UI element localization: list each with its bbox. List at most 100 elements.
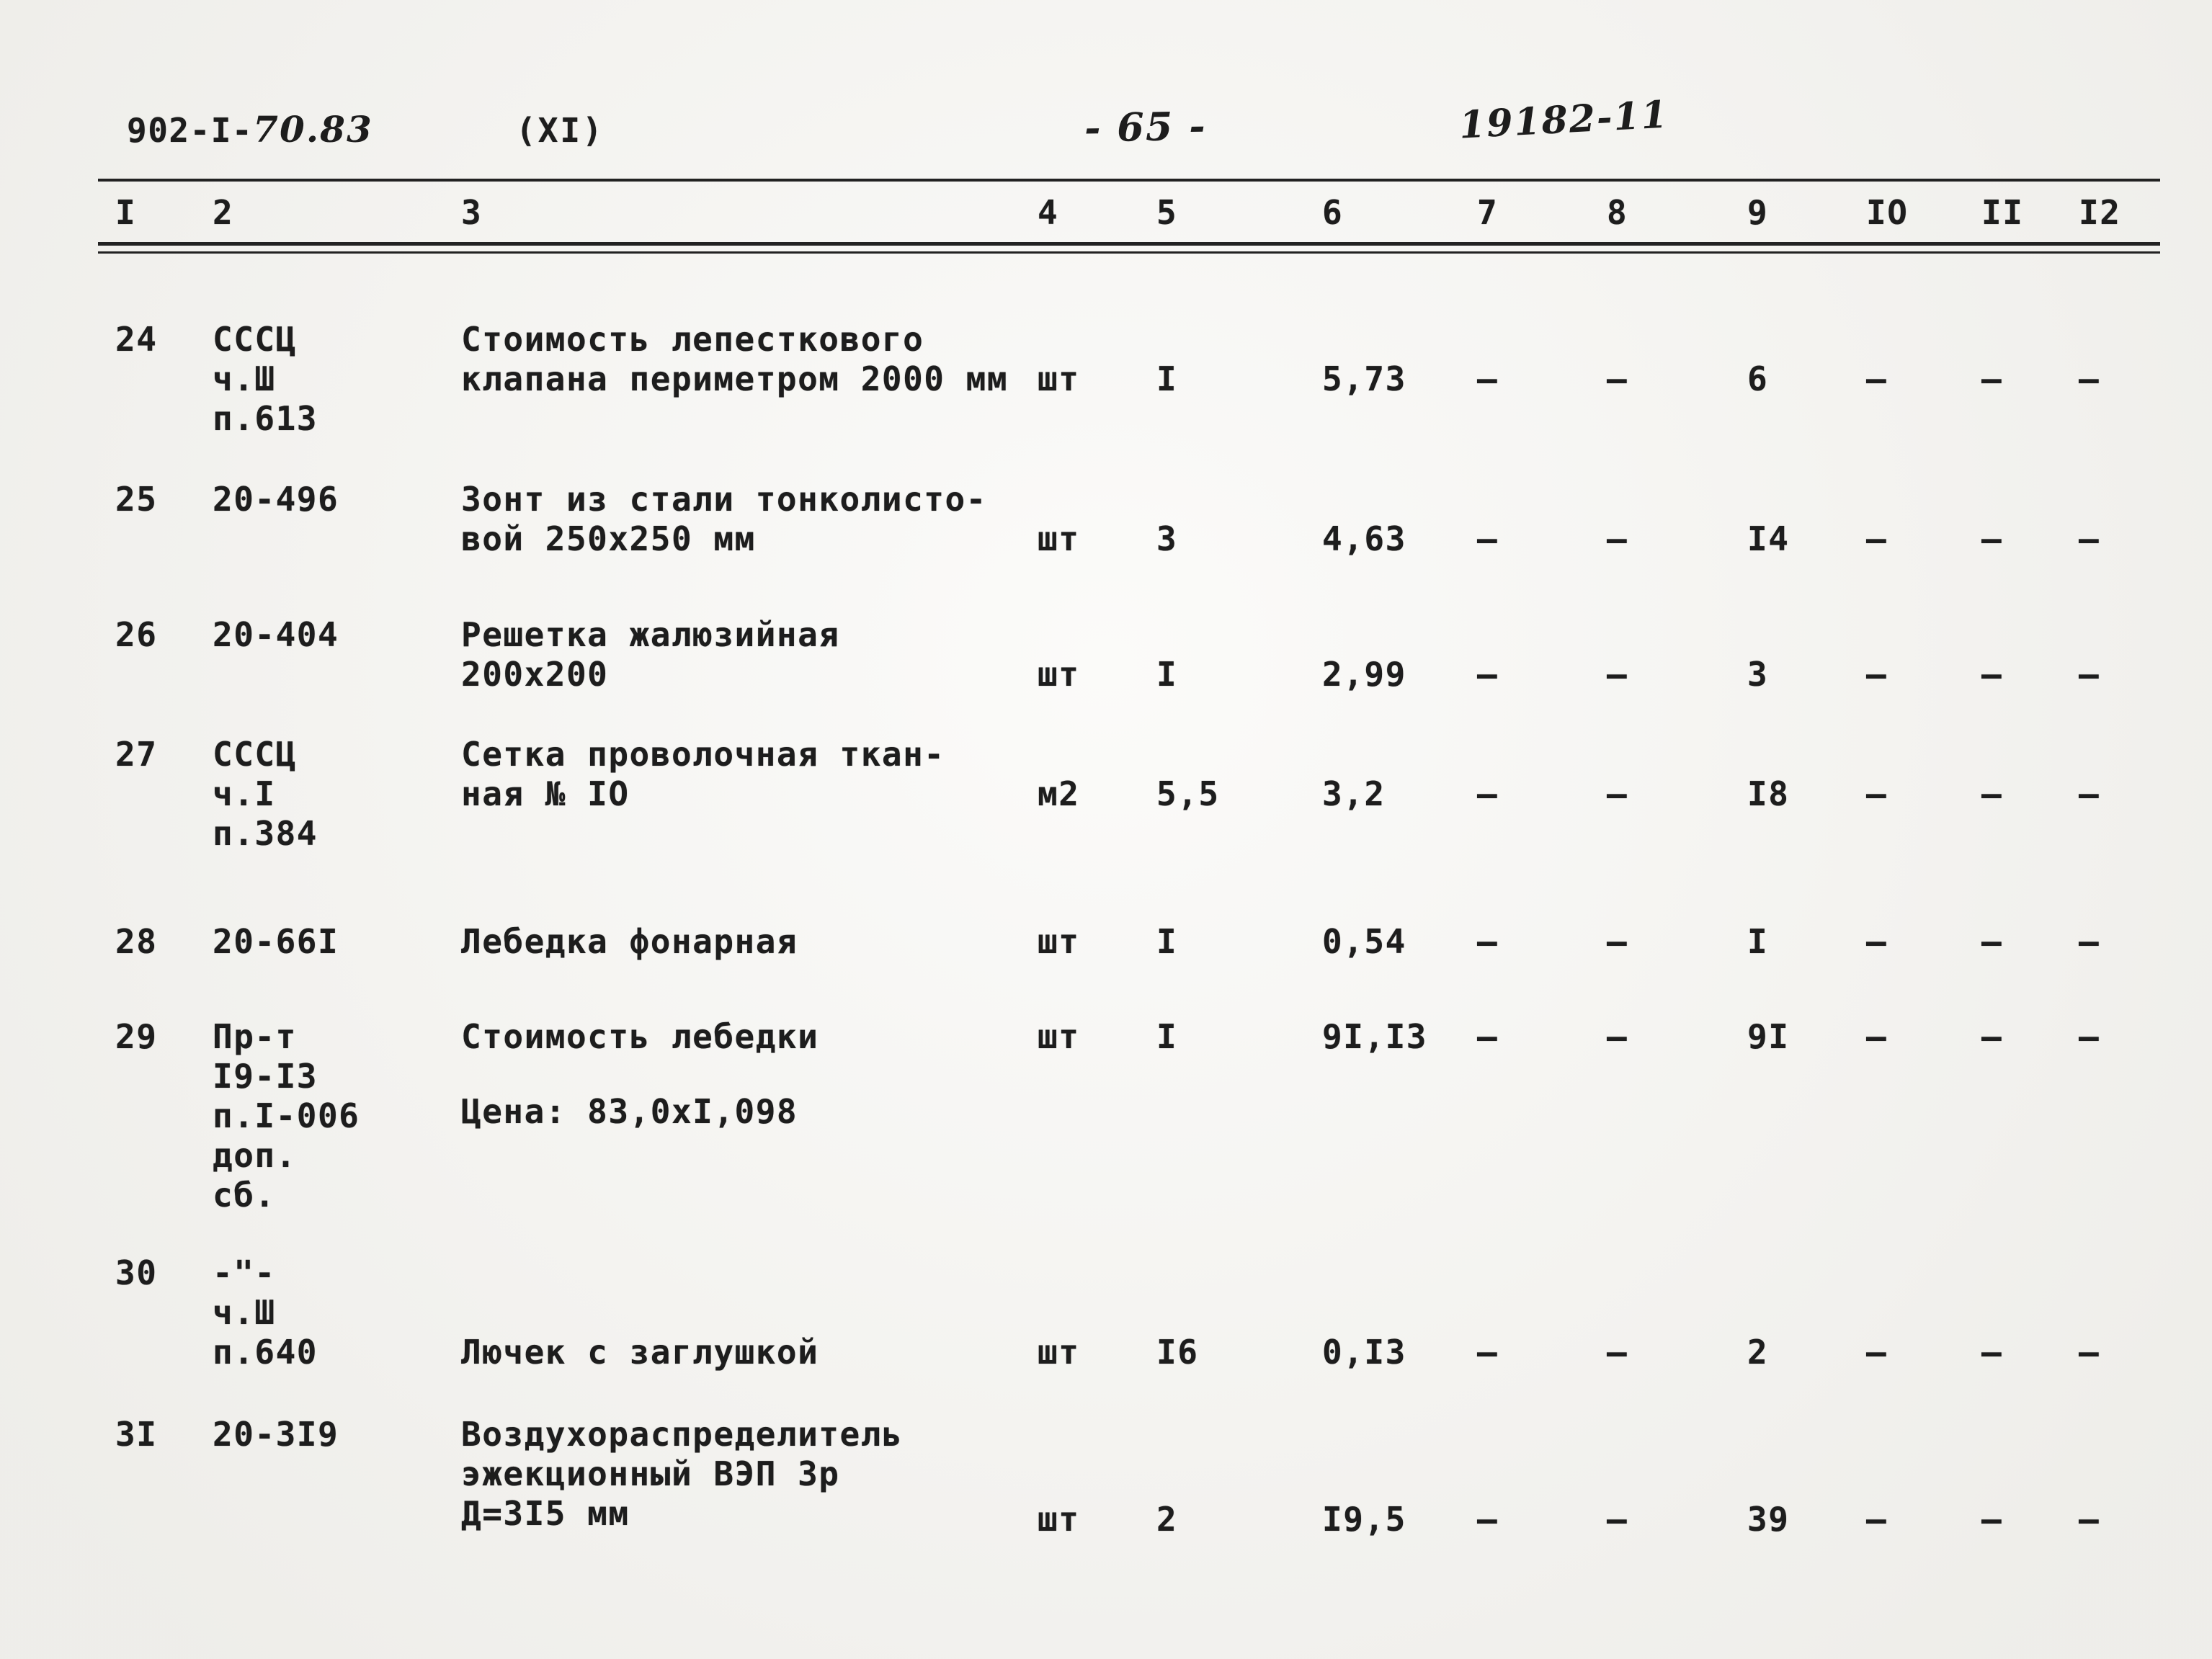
cell-col11: – <box>1981 922 2003 961</box>
unit-price-cell: 3,2 <box>1322 774 1386 813</box>
row-number: 27 <box>115 735 158 774</box>
cell-col8: – <box>1607 1500 1628 1539</box>
cell-col7: – <box>1477 359 1499 398</box>
unit-cell: шт <box>1038 655 1080 694</box>
column-header-9: 9 <box>1747 193 1769 232</box>
cell-col8: – <box>1607 922 1628 961</box>
cell-col10: – <box>1866 1017 1888 1056</box>
column-header-11: II <box>1981 193 2024 232</box>
column-header-6: 6 <box>1322 193 1344 232</box>
cell-col11: – <box>1981 1017 2003 1056</box>
document-number: 902-I-70.83 <box>127 108 373 151</box>
item-description-price-note: Цена: 83,0хI,098 <box>461 1092 798 1131</box>
item-description: Лебедка фонарная <box>461 922 798 961</box>
unit-cell: шт <box>1038 519 1080 558</box>
item-description: Лючек с заглушкой <box>461 1333 819 1372</box>
quantity-cell: 2 <box>1156 1500 1178 1539</box>
column-header-12: I2 <box>2079 193 2121 232</box>
cell-col12: – <box>2079 1500 2100 1539</box>
cell-col10: – <box>1866 774 1888 813</box>
cell-col12: – <box>2079 922 2100 961</box>
cell-col10: – <box>1866 1500 1888 1539</box>
quantity-cell: I <box>1156 359 1178 398</box>
cell-col7: – <box>1477 655 1499 694</box>
quantity-cell: 3 <box>1156 519 1178 558</box>
document-number-typed: 902-I- <box>127 111 254 150</box>
quantity-cell: I <box>1156 1017 1178 1056</box>
cell-col7: – <box>1477 1500 1499 1539</box>
item-description: Стоимость лебедки <box>461 1017 819 1056</box>
quantity-cell: I6 <box>1156 1333 1199 1372</box>
row-number: 28 <box>115 922 158 961</box>
unit-price-cell: I9,5 <box>1322 1500 1406 1539</box>
page-number: - 65 - <box>1084 102 1208 151</box>
cell-col12: – <box>2079 1017 2100 1056</box>
column-header-2: 2 <box>213 193 234 232</box>
column-header-5: 5 <box>1156 193 1178 232</box>
cell-col12: – <box>2079 1333 2100 1372</box>
row-number: 30 <box>115 1253 158 1292</box>
item-description: Сетка проволочная ткан- ная № IO <box>461 735 945 813</box>
row-number: 26 <box>115 615 158 654</box>
column-header-1: I <box>115 193 137 232</box>
row-number: 29 <box>115 1017 158 1056</box>
column-header-4: 4 <box>1038 193 1059 232</box>
cell-col11: – <box>1981 519 2003 558</box>
unit-price-cell: 9I,I3 <box>1322 1017 1427 1056</box>
total-cell: 2 <box>1747 1333 1769 1372</box>
cell-col11: – <box>1981 774 2003 813</box>
quantity-cell: I <box>1156 655 1178 694</box>
cell-col8: – <box>1607 655 1628 694</box>
cell-col10: – <box>1866 922 1888 961</box>
item-description: Зонт из стали тонколисто- вой 250х250 мм <box>461 480 987 558</box>
header-rule-thin <box>98 251 2160 254</box>
cell-col12: – <box>2079 359 2100 398</box>
cell-col10: – <box>1866 1333 1888 1372</box>
unit-cell: шт <box>1038 922 1080 961</box>
unit-price-cell: 4,63 <box>1322 519 1406 558</box>
total-cell: I4 <box>1747 519 1790 558</box>
reference-code: 20-66I <box>213 922 339 961</box>
cell-col7: – <box>1477 1017 1499 1056</box>
total-cell: I <box>1747 922 1769 961</box>
cell-col8: – <box>1607 519 1628 558</box>
unit-price-cell: 5,73 <box>1322 359 1406 398</box>
unit-cell: м2 <box>1038 774 1080 813</box>
reference-code: СССЦ ч.I п.384 <box>213 735 318 853</box>
item-description: Решетка жалюзийная 200х200 <box>461 615 840 694</box>
row-number: 25 <box>115 480 158 519</box>
cell-col7: – <box>1477 922 1499 961</box>
cell-col8: – <box>1607 1333 1628 1372</box>
document-number-handwritten: 70.83 <box>253 108 373 151</box>
reference-code: -"- ч.Ш п.640 <box>213 1253 318 1372</box>
header-rule-thick <box>98 242 2160 246</box>
cell-col8: – <box>1607 359 1628 398</box>
total-cell: 3 <box>1747 655 1769 694</box>
unit-cell: шт <box>1038 359 1080 398</box>
cell-col7: – <box>1477 1333 1499 1372</box>
quantity-cell: 5,5 <box>1156 774 1220 813</box>
unit-cell: шт <box>1038 1017 1080 1056</box>
column-header-10: IO <box>1866 193 1909 232</box>
unit-price-cell: 0,I3 <box>1322 1333 1406 1372</box>
cell-col7: – <box>1477 774 1499 813</box>
reference-code: Пр-т I9-I3 п.I-006 доп. сб. <box>213 1017 360 1215</box>
unit-price-cell: 0,54 <box>1322 922 1406 961</box>
unit-price-cell: 2,99 <box>1322 655 1406 694</box>
handwritten-stamp: 19182-11 <box>1458 92 1670 148</box>
reference-code: 20-3I9 <box>213 1415 339 1454</box>
reference-code: 20-404 <box>213 615 339 654</box>
column-header-3: 3 <box>461 193 483 232</box>
cell-col11: – <box>1981 359 2003 398</box>
row-number: 3I <box>115 1415 158 1454</box>
unit-cell: шт <box>1038 1500 1080 1539</box>
cell-col12: – <box>2079 774 2100 813</box>
total-cell: 9I <box>1747 1017 1790 1056</box>
column-header-7: 7 <box>1477 193 1499 232</box>
cell-col10: – <box>1866 519 1888 558</box>
unit-cell: шт <box>1038 1333 1080 1372</box>
cell-col10: – <box>1866 359 1888 398</box>
cell-col7: – <box>1477 519 1499 558</box>
total-cell: 39 <box>1747 1500 1790 1539</box>
